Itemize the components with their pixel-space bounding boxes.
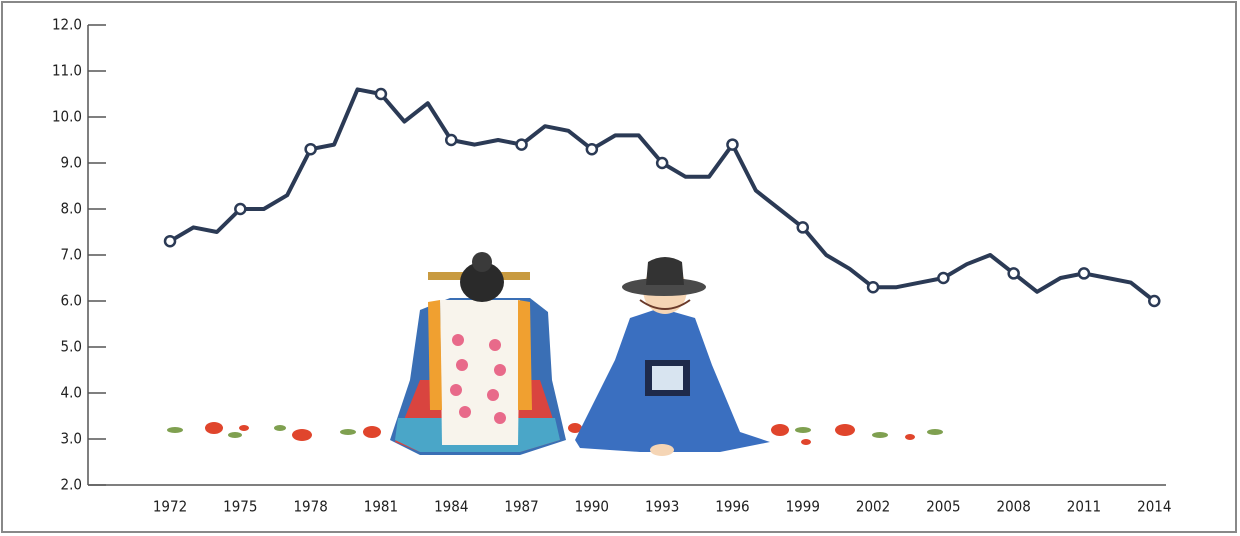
data-point <box>1007 267 1020 280</box>
y-tick-label: 11.0 <box>52 62 82 80</box>
x-tick-label: 1972 <box>153 498 187 516</box>
x-tick-label: 2014 <box>1137 498 1171 516</box>
x-tick-label: 1993 <box>645 498 679 516</box>
x-tick-label: 1990 <box>575 498 609 516</box>
x-tick-label: 1981 <box>364 498 398 516</box>
data-point <box>374 87 388 101</box>
data-point <box>1148 294 1161 308</box>
x-tick-label: 2002 <box>856 498 890 516</box>
data-point <box>234 202 247 216</box>
data-point <box>304 142 317 156</box>
data-point <box>163 234 177 248</box>
y-tick-label: 9.0 <box>61 154 82 172</box>
x-tick-label: 1999 <box>786 498 820 516</box>
y-tick-label: 12.0 <box>52 16 82 34</box>
y-tick-label: 5.0 <box>61 338 82 356</box>
y-tick-label: 8.0 <box>61 200 82 218</box>
data-point <box>515 138 528 151</box>
x-tick-label: 1975 <box>223 498 257 516</box>
data-point <box>937 271 950 285</box>
data-point <box>585 142 599 156</box>
x-tick-label: 1978 <box>293 498 327 516</box>
x-tick-label: 1984 <box>434 498 468 516</box>
data-point <box>655 156 669 170</box>
y-tick-label: 3.0 <box>61 430 82 448</box>
x-tick-label: 2008 <box>997 498 1031 516</box>
illustration <box>167 252 943 456</box>
x-tick-label: 2011 <box>1067 498 1101 516</box>
y-tick-label: 10.0 <box>52 108 82 126</box>
x-tick-label: 2005 <box>926 498 960 516</box>
y-tick-label: 6.0 <box>61 292 82 310</box>
y-tick-label: 2.0 <box>61 476 82 494</box>
y-tick-label: 4.0 <box>61 384 82 402</box>
data-point <box>866 280 880 294</box>
x-tick-label: 1996 <box>715 498 749 516</box>
data-point <box>726 138 739 151</box>
data-point <box>796 221 810 234</box>
data-point <box>444 133 458 147</box>
y-tick-label: 7.0 <box>61 246 82 264</box>
data-point <box>1077 267 1091 280</box>
x-tick-label: 1987 <box>504 498 538 516</box>
